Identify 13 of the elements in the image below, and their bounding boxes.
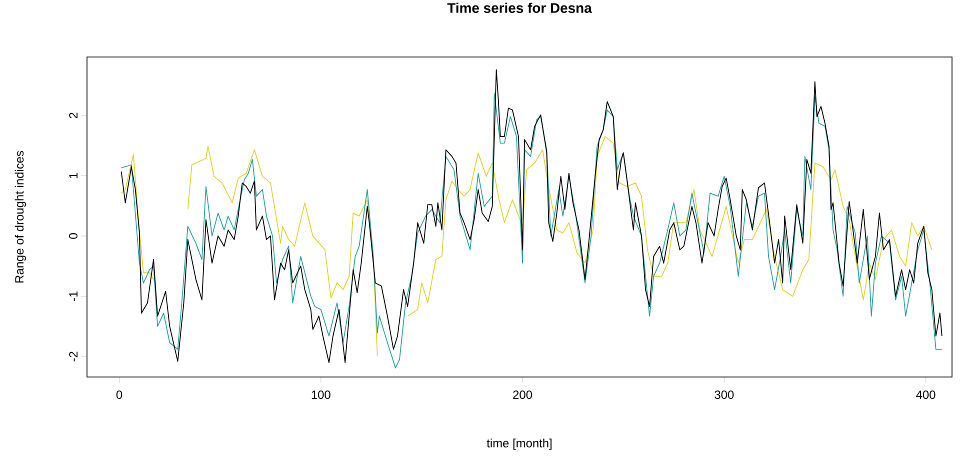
x-tick-label: 300 xyxy=(714,390,734,399)
y-tick-label: -1 xyxy=(69,292,78,302)
y-axis-title: Range of drought indices xyxy=(14,150,26,282)
x-tick-label: 200 xyxy=(513,390,532,399)
y-tick-label: 0 xyxy=(69,233,78,239)
y-tick-label: 1 xyxy=(69,172,78,178)
x-axis-title: time [month] xyxy=(486,438,552,450)
y-tick-label: -2 xyxy=(69,352,78,362)
y-tick-label: 2 xyxy=(69,112,78,118)
x-tick-label: 100 xyxy=(312,390,330,399)
x-tick-label: 0 xyxy=(116,390,122,399)
x-tick-label: 400 xyxy=(916,390,936,399)
chart-title: Time series for Desna xyxy=(447,2,592,13)
